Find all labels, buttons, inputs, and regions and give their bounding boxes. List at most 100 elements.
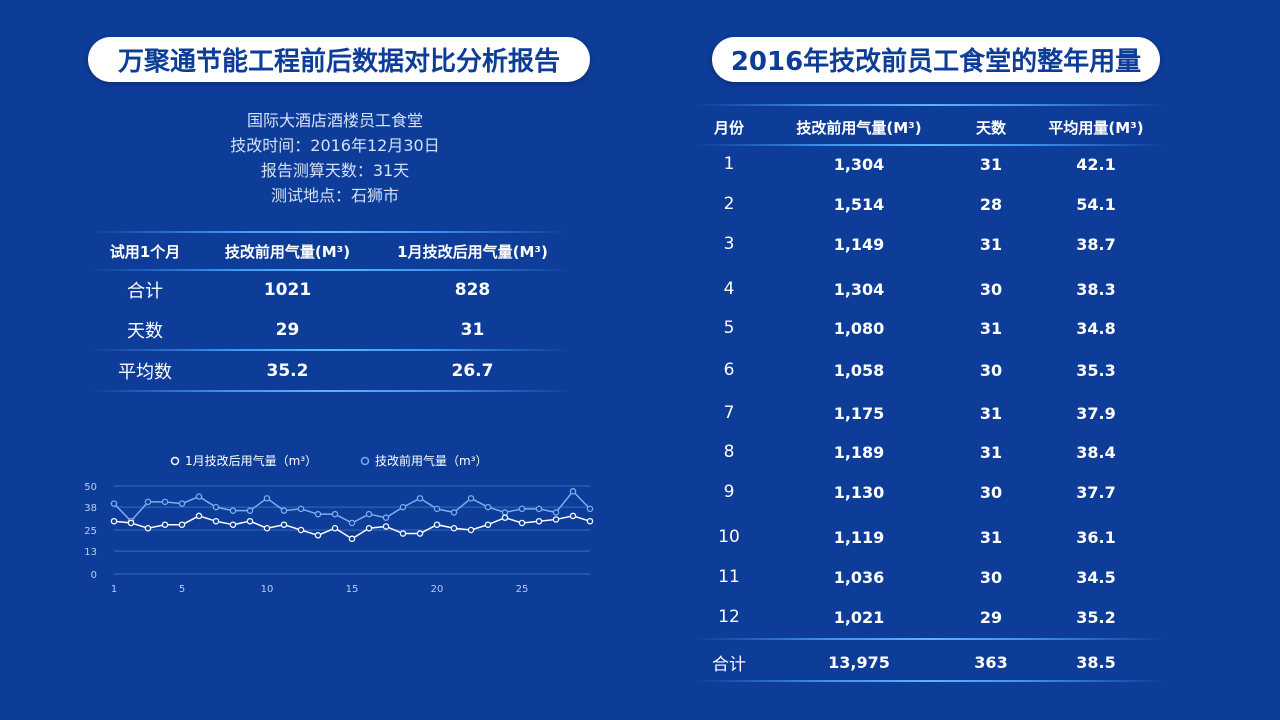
year-table-cell: 34.5 xyxy=(1076,567,1116,587)
year-table-cell: 35.3 xyxy=(1076,360,1116,380)
data-point xyxy=(280,521,288,528)
year-table-row: 3 1,149 31 38.7 xyxy=(695,229,1165,259)
x-tick-label: 15 xyxy=(346,584,359,595)
data-point xyxy=(399,530,407,537)
left-title-text: 万聚通节能工程前后数据对比分析报告 xyxy=(117,47,560,77)
data-point xyxy=(484,503,492,511)
summary-cell: 1021 xyxy=(263,280,312,300)
data-point xyxy=(467,526,475,534)
year-table-cell: 1,304 xyxy=(833,279,885,299)
x-tick-label: 10 xyxy=(261,584,274,595)
data-point xyxy=(450,509,458,516)
info-venue: 国际大酒店酒楼员工食堂 xyxy=(246,111,423,130)
year-table-row: 9 1,130 30 37.7 xyxy=(695,477,1165,507)
data-point xyxy=(195,493,203,500)
y-tick-label: 38 xyxy=(84,503,97,514)
summary-bottom-line xyxy=(90,390,570,392)
data-point xyxy=(416,495,424,502)
summary-cell: 合计 xyxy=(127,281,163,302)
data-point xyxy=(569,488,577,495)
info-days: 报告测算天数：31天 xyxy=(260,161,410,180)
data-point xyxy=(382,523,390,530)
x-tick-label: 20 xyxy=(431,584,444,595)
year-table-cell: 1,304 xyxy=(833,154,885,174)
summary-cell: 35.2 xyxy=(266,361,309,381)
year-table-cell: 1,149 xyxy=(833,234,885,254)
data-point xyxy=(348,535,356,543)
year-total-label: 合计 xyxy=(712,654,746,675)
year-table-cell: 30 xyxy=(979,482,1003,502)
data-point xyxy=(552,516,560,523)
year-table-cell: 5 xyxy=(723,318,735,338)
year-table-cell: 1,119 xyxy=(833,527,885,547)
year-table-cell: 1,514 xyxy=(833,194,885,214)
year-table-cell: 28 xyxy=(979,194,1003,214)
data-point xyxy=(348,519,356,527)
left-panel-title: 万聚通节能工程前后数据对比分析报告 xyxy=(88,37,590,82)
year-total-average: 38.5 xyxy=(1076,652,1116,672)
summary-cell: 29 xyxy=(275,320,300,340)
year-table-cell: 11 xyxy=(718,567,740,587)
data-point xyxy=(365,510,373,518)
year-table-row: 5 1,080 31 34.8 xyxy=(695,313,1165,343)
summary-header-before: 技改前用气量(M³) xyxy=(224,242,351,261)
info-retrofit-date: 技改时间：2016年12月30日 xyxy=(230,136,440,155)
summary-cell: 平均数 xyxy=(118,362,172,383)
year-table-row: 4 1,304 30 38.3 xyxy=(695,274,1165,304)
summary-cell: 31 xyxy=(460,320,485,340)
year-table-cell: 29 xyxy=(979,607,1003,627)
year-table-cell: 10 xyxy=(718,527,740,547)
summary-top-line xyxy=(90,231,570,233)
data-point xyxy=(263,495,271,502)
summary-row-days: 天数 29 31 xyxy=(90,310,570,350)
year-table-cell: 1,058 xyxy=(833,360,885,380)
year-table-cell: 35.2 xyxy=(1076,607,1116,627)
series-line xyxy=(113,515,591,540)
year-table-cell: 4 xyxy=(723,279,735,299)
year-table-row: 6 1,058 30 35.3 xyxy=(695,355,1165,385)
year-table-bottom-line xyxy=(695,680,1165,682)
report-info: 国际大酒店酒楼员工食堂 技改时间：2016年12月30日 报告测算天数：31天 … xyxy=(150,108,520,208)
y-tick-label: 13 xyxy=(84,547,97,558)
data-point xyxy=(127,519,135,527)
data-point xyxy=(331,524,339,532)
year-table-cell: 38.3 xyxy=(1076,279,1116,299)
data-point xyxy=(314,532,322,539)
year-total-days: 363 xyxy=(974,652,1008,672)
year-table-cell: 8 xyxy=(723,442,735,462)
legend-label: 技改前用气量（m³） xyxy=(375,453,488,468)
data-point xyxy=(110,517,118,525)
data-point xyxy=(144,524,152,532)
year-table-cell: 2 xyxy=(723,194,735,214)
data-point xyxy=(501,514,509,521)
summary-row-total: 合计 1021 828 xyxy=(90,270,570,310)
year-table-cell: 38.4 xyxy=(1076,442,1116,462)
summary-header-row: 试用1个月 技改前用气量(M³) 1月技改后用气量(M³) xyxy=(90,231,570,271)
year-header-line xyxy=(695,144,1165,146)
data-point xyxy=(382,514,390,521)
legend-marker xyxy=(360,456,370,466)
year-header-days: 天数 xyxy=(975,118,1006,137)
year-table-cell: 42.1 xyxy=(1076,154,1116,174)
year-table-cell: 36.1 xyxy=(1076,527,1116,547)
year-table-cell: 30 xyxy=(979,279,1003,299)
year-header-average: 平均用量(M³) xyxy=(1048,118,1144,137)
year-table-row: 1 1,304 31 42.1 xyxy=(695,149,1165,179)
info-location: 测试地点：石狮市 xyxy=(270,186,399,205)
year-total-line xyxy=(695,638,1165,640)
year-table-row: 2 1,514 28 54.1 xyxy=(695,189,1165,219)
data-point xyxy=(161,521,169,528)
year-table-row: 7 1,175 31 37.9 xyxy=(695,398,1165,428)
data-point xyxy=(297,526,305,534)
data-point xyxy=(263,524,271,532)
data-point xyxy=(229,507,237,514)
data-point xyxy=(144,498,152,506)
year-table-cell: 31 xyxy=(979,154,1003,174)
right-title-text: 2016年技改前员工食堂的整年用量 xyxy=(730,47,1142,77)
summary-cell: 天数 xyxy=(127,321,163,342)
y-tick-label: 0 xyxy=(91,570,97,581)
data-point xyxy=(416,530,424,537)
year-table-cell: 30 xyxy=(979,567,1003,587)
data-point xyxy=(569,512,577,520)
